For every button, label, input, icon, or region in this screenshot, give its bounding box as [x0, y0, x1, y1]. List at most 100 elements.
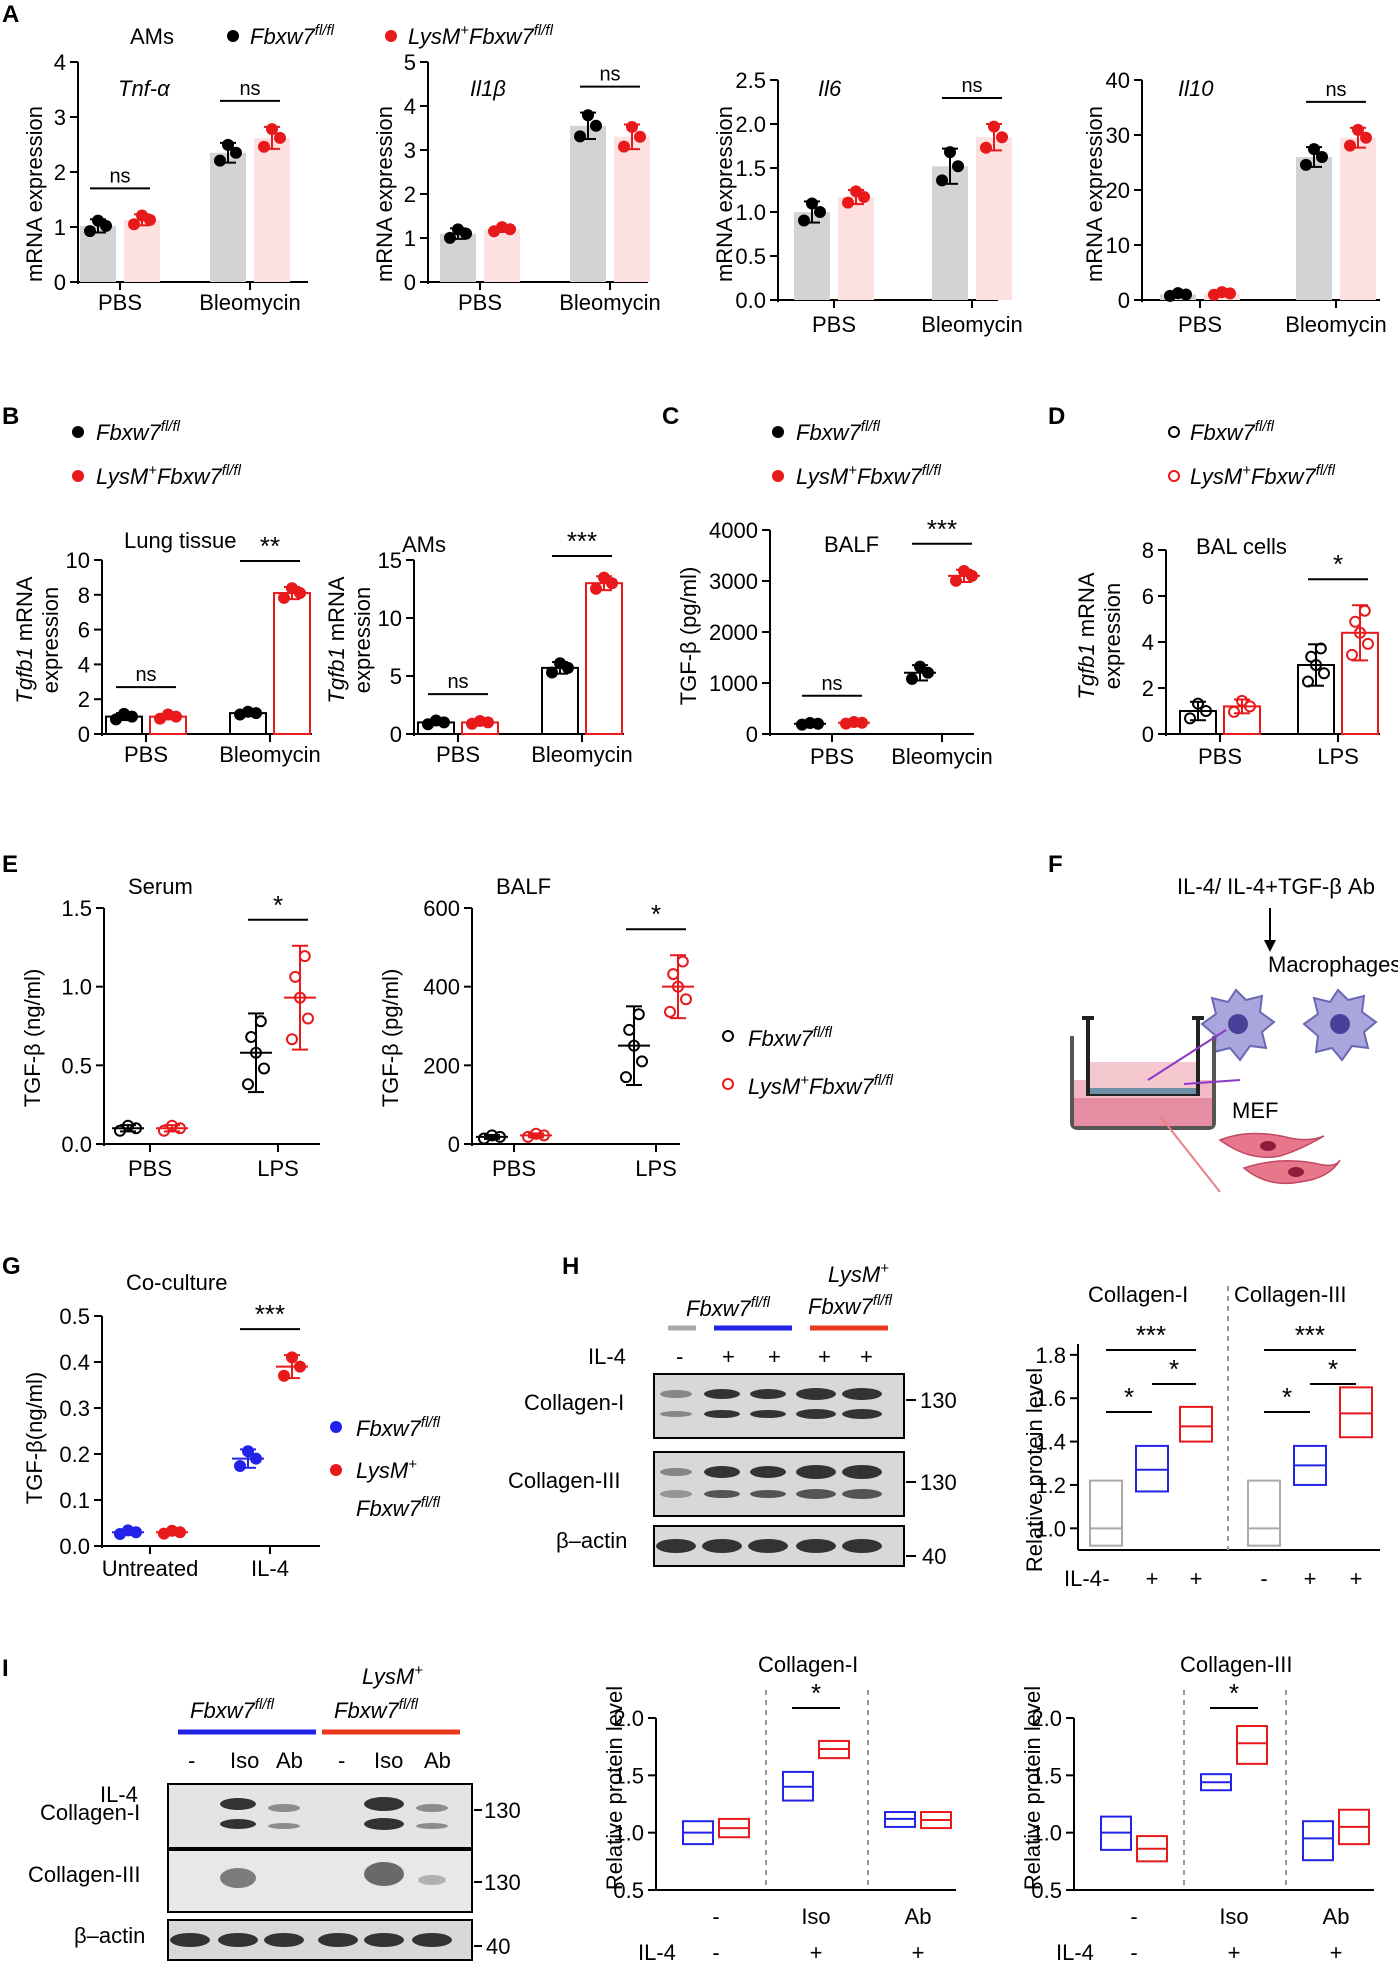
chart-h-il4-value: + [1304, 1566, 1317, 1591]
d-legend-ctrl: Fbxw7fl/fl [1190, 418, 1275, 445]
chart-a2-point [452, 223, 464, 236]
panel-a-label: AMs [130, 24, 174, 49]
chart-a3-point [842, 196, 854, 209]
i-blot-col1 [167, 1783, 473, 1849]
chart-g-sig-label: *** [255, 1299, 285, 1329]
chart-i1-il4-value: - [712, 1940, 719, 1963]
chart-e1-point [166, 1119, 178, 1132]
chart-e1-point [242, 1078, 254, 1091]
h-header-ctrl: Fbxw7fl/fl [686, 1294, 771, 1321]
chart-h-il4-value: + [1350, 1566, 1363, 1591]
legend-mut: LysM+Fbxw7fl/fl [408, 22, 554, 49]
chart-b1-title: Lung tissue [124, 528, 237, 553]
chart-d-point [1184, 712, 1196, 725]
chart-a4-bar [1340, 137, 1376, 300]
chart-d-ylabel: Tgfb1 mRNA [1074, 572, 1099, 699]
e-legend-ctrl: Fbxw7fl/fl [748, 1024, 833, 1051]
chart-a1-y-tick-label: 4 [54, 50, 66, 75]
chart-a4-x-tick-label: Bleomycin [1285, 312, 1386, 337]
chart-d-point [1200, 705, 1212, 717]
chart-g-ylabel: TGF-β(ng/ml) [22, 1372, 47, 1504]
chart-i1-il4-value: + [912, 1940, 925, 1963]
chart-e2-sig-label: * [651, 899, 661, 929]
chart-i2-il4-value: - [1130, 1940, 1137, 1963]
h-il4-lane5: + [860, 1344, 873, 1369]
chart-h-sig-label: *** [1295, 1320, 1325, 1350]
chart-i2-y-tick-label: 0.5 [1031, 1878, 1062, 1903]
chart-b2-point [474, 715, 486, 728]
chart-marks: 0 1 2 3 4 PBS Bleomycin ns ns 0 1 2 3 4 5 PBS Bleomycin n… [54, 50, 1387, 1963]
chart-b2-x-tick-label: Bleomycin [531, 742, 632, 767]
panel-letter-h: H [562, 1253, 579, 1280]
chart-c-sig-label: ns [821, 673, 842, 695]
chart-a1-point [222, 138, 234, 151]
chart-i2-box [1236, 1725, 1268, 1765]
chart-b1-y-tick-label: 0 [78, 722, 90, 747]
panel-letter-f: F [1048, 851, 1063, 878]
chart-a1-title: Tnf-α [118, 76, 171, 101]
i-tx-lane2: Iso [230, 1748, 259, 1773]
chart-a4-point [1352, 123, 1364, 136]
chart-g-point [166, 1524, 178, 1537]
chart-a4-y-tick-label: 20 [1106, 178, 1130, 203]
h-blot-col3 [653, 1451, 905, 1517]
chart-e1-point [289, 970, 302, 983]
chart-e2-point [620, 1071, 632, 1084]
chart-a4-x-tick-label: PBS [1178, 312, 1222, 337]
chart-b2-point [430, 714, 442, 727]
c-legend-dot-mut [772, 470, 784, 482]
chart-e1-y-tick-label: 1.0 [61, 975, 92, 1000]
chart-a3-x-tick-label: PBS [812, 312, 856, 337]
i-mw-40: 40 [486, 1934, 510, 1959]
chart-d-point [1244, 700, 1256, 713]
chart-i2-il4-label: IL-4 [1056, 1940, 1094, 1963]
panel-letter-a: A [2, 1, 19, 28]
panel-letter-b: B [2, 403, 19, 430]
chart-i2-y-tick-label: 1.0 [1031, 1821, 1062, 1846]
chart-a1-x-tick-label: PBS [98, 290, 142, 315]
chart-b2-y-tick-label: 5 [390, 664, 402, 689]
chart-c-title: BALF [824, 532, 879, 557]
fibroblast-cell-icon [1218, 1132, 1325, 1159]
g-legend-mut-b: Fbxw7fl/fl [356, 1494, 441, 1521]
chart-h-sig-label: * [1282, 1382, 1292, 1412]
chart-a4-point [1172, 287, 1184, 300]
chart-i1-y-tick-label: 1.0 [613, 1821, 644, 1846]
chart-b1-y-tick-label: 2 [78, 687, 90, 712]
chart-a3-bar [838, 197, 874, 300]
chart-h-il4-value: - [1260, 1566, 1267, 1591]
chart-a2-title: Il1β [470, 76, 506, 101]
c-legend-mut: LysM+Fbxw7fl/fl [796, 462, 942, 489]
chart-a2-y-tick-label: 0 [404, 270, 416, 295]
chart-e2-point [664, 1005, 676, 1018]
chart-e1-x-tick-label: LPS [257, 1156, 299, 1181]
h-il4-lane2: + [722, 1344, 735, 1369]
chart-a4-title: Il10 [1178, 76, 1214, 101]
panel-letter-i: I [2, 1655, 9, 1682]
b-legend-mut: LysM+Fbxw7fl/fl [96, 462, 242, 489]
chart-h-ylabel: Relative protein level [1022, 1368, 1047, 1572]
chart-a1-point [258, 140, 270, 153]
i-tx-lane4: - [338, 1748, 345, 1773]
chart-d-y-tick-label: 4 [1142, 630, 1154, 655]
chart-i2-y-tick-label: 2.0 [1031, 1706, 1062, 1731]
chart-d-point [1314, 642, 1327, 655]
chart-b1-point [278, 591, 290, 604]
chart-b1-y-tick-label: 10 [66, 548, 90, 573]
chart-e1-y-tick-label: 0.0 [61, 1132, 92, 1157]
chart-a1-point [84, 225, 96, 238]
chart-d-point [1192, 697, 1204, 710]
chart-a2-x-tick-label: Bleomycin [559, 290, 660, 315]
western-blot-i: Fbxw7fl/fl LysM+ Fbxw7fl/fl - Iso Ab - I… [28, 1662, 521, 1961]
chart-e2-y-tick-label: 600 [423, 896, 460, 921]
chart-a1-point [136, 209, 148, 222]
chart-b2-y-tick-label: 10 [378, 606, 402, 631]
chart-a4-y-tick-label: 0 [1118, 288, 1130, 313]
chart-a4-point [1300, 158, 1312, 171]
chart-e2-point [676, 955, 689, 968]
chart-b2-point [590, 582, 602, 595]
chart-a2-point [626, 120, 638, 133]
chart-h-y-tick-label: 1.2 [1035, 1473, 1066, 1498]
chart-a3-y-tick-label: 0.5 [735, 244, 766, 269]
chart-d-point [1346, 648, 1358, 661]
